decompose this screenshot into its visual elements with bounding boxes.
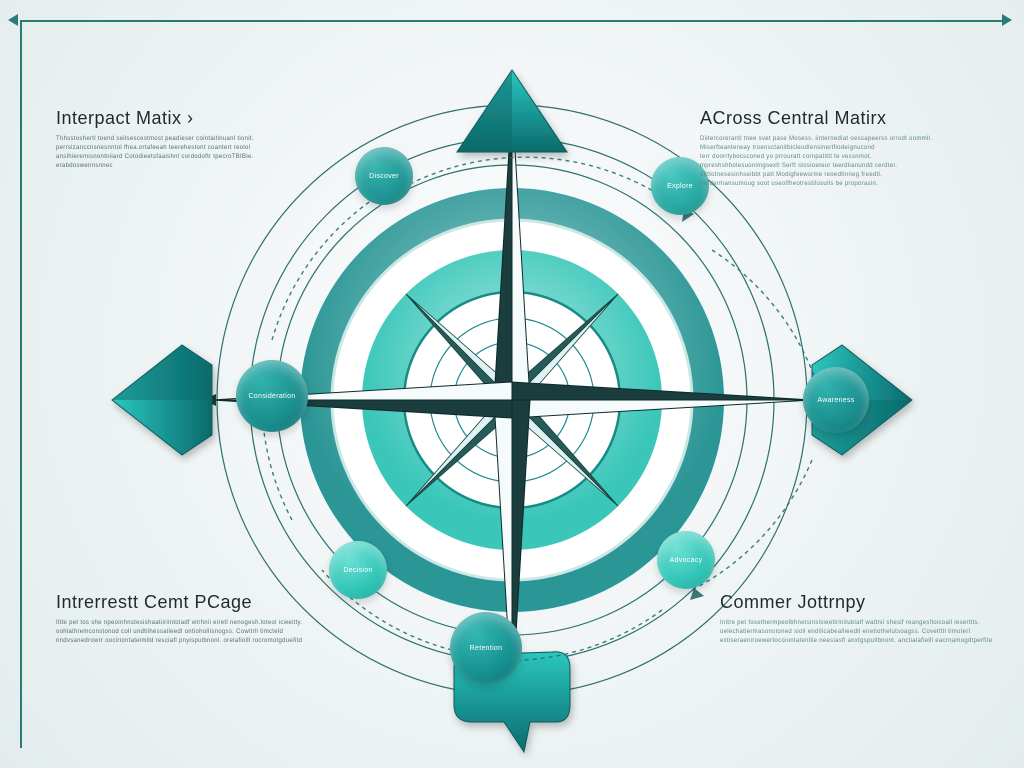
corner-top-left: Interpact Matix › Ttihsstoshertl toend s… — [56, 108, 316, 171]
corner-body: Initre pet fosethermpeolbhnetsinslsieeti… — [720, 619, 1000, 646]
corner-title: Intrerrestt Cemt PCage — [56, 592, 336, 613]
corner-title: Interpact Matix › — [56, 108, 316, 129]
node-label: Awareness — [817, 397, 854, 404]
node-discover: Discover — [355, 147, 413, 205]
corner-bottom-right: Commer Jottrnpy Initre pet fosethermpeol… — [720, 592, 1000, 646]
infographic-stage: Discover Explore Awareness Consideration… — [0, 0, 1024, 768]
corner-title: ACross Central Matirx — [700, 108, 990, 129]
node-decision: Decision — [329, 541, 387, 599]
corner-body: Diitercorerantl tnee svet pase Mosess. i… — [700, 135, 990, 189]
node-consideration: Consideration — [236, 360, 308, 432]
corner-body: Ttihsstoshertl toend seilsescestmost pea… — [56, 135, 316, 171]
node-advocacy: Advocacy — [657, 531, 715, 589]
node-label: Consideration — [248, 393, 295, 400]
node-label: Retention — [470, 645, 503, 652]
node-label: Discover — [369, 173, 399, 180]
corner-title: Commer Jottrnpy — [720, 592, 1000, 613]
corner-bottom-left: Intrerrestt Cemt PCage Iltte pet tos she… — [56, 592, 336, 646]
node-label: Explore — [667, 183, 693, 190]
node-awareness: Awareness — [803, 367, 869, 433]
node-label: Decision — [343, 567, 372, 574]
node-retention: Retention — [450, 612, 522, 684]
corner-body: Iltte pet tos she npeoinhnstesishaatiiri… — [56, 619, 336, 646]
corner-top-right: ACross Central Matirx Diitercorerantl tn… — [700, 108, 990, 189]
node-label: Advocacy — [670, 557, 703, 564]
